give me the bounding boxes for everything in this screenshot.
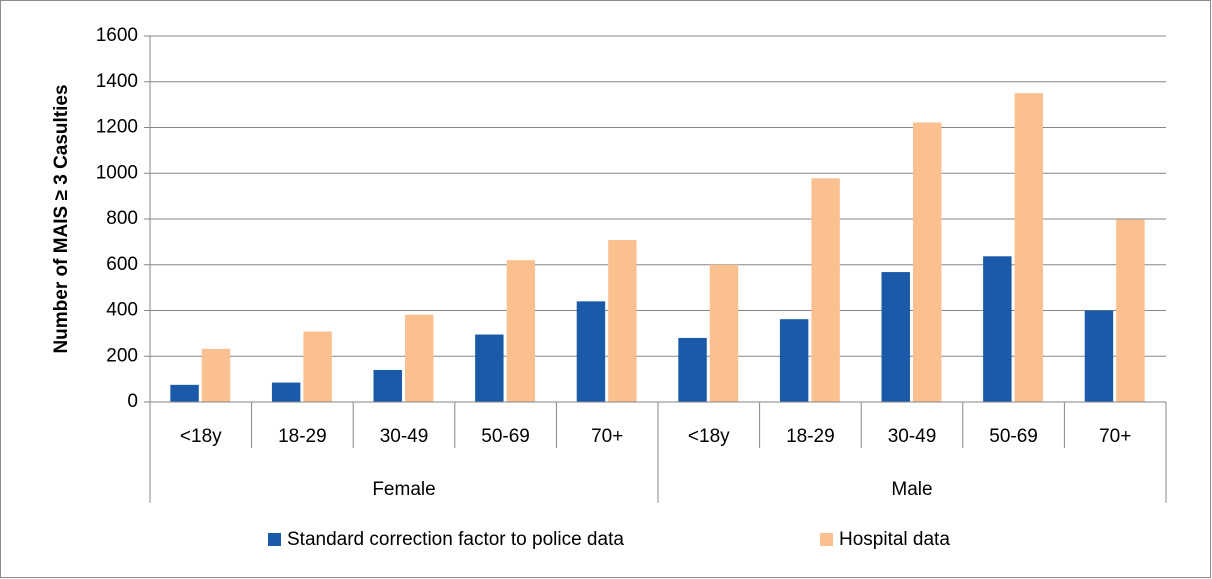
x-tick-label: 18-29	[786, 426, 835, 447]
y-tick-label: 400	[106, 300, 138, 321]
legend-label: Hospital data	[839, 529, 950, 550]
x-tick-label: 18-29	[278, 426, 327, 447]
y-tick-label: 1200	[96, 117, 138, 138]
legend-swatch	[820, 533, 833, 546]
x-tick-label: 50-69	[989, 426, 1038, 447]
x-tick-label: <18y	[180, 426, 222, 447]
group-label: Male	[891, 479, 932, 500]
bar	[170, 384, 199, 402]
x-tick-label: 30-49	[888, 426, 937, 447]
legend-swatch	[268, 533, 281, 546]
x-tick-label: 70+	[1099, 426, 1131, 447]
x-tick-label: 50-69	[481, 426, 530, 447]
y-tick-label: 1000	[96, 162, 138, 183]
group-label: Female	[372, 479, 435, 500]
bar	[506, 260, 536, 402]
bar	[913, 122, 942, 402]
x-tick-label: 30-49	[380, 426, 429, 447]
y-tick-label: 1600	[96, 25, 138, 46]
y-tick-label: 0	[127, 391, 138, 412]
y-tick-label: 600	[106, 254, 138, 275]
bar	[1116, 219, 1145, 402]
bar	[678, 337, 707, 402]
bar	[1084, 310, 1114, 402]
bar	[779, 319, 809, 402]
x-tick-label: <18y	[688, 426, 730, 447]
bar	[811, 178, 840, 402]
bar	[881, 272, 910, 402]
bar	[303, 331, 332, 402]
bar	[475, 334, 504, 402]
y-tick-label: 200	[106, 345, 138, 366]
bar	[373, 369, 402, 402]
bar	[608, 240, 637, 402]
bar	[983, 256, 1012, 402]
bar	[709, 264, 739, 402]
y-tick-label: 800	[106, 208, 138, 229]
legend-label: Standard correction factor to police dat…	[287, 529, 624, 550]
x-tick-label: 70+	[591, 426, 623, 447]
bar	[405, 314, 434, 402]
y-tick-label: 1400	[96, 71, 138, 92]
bar	[1014, 93, 1044, 402]
bar	[576, 301, 606, 402]
bar	[271, 382, 301, 402]
bar	[201, 348, 231, 402]
y-axis-label: Number of MAIS ≥ 3 Casulties	[51, 84, 72, 353]
